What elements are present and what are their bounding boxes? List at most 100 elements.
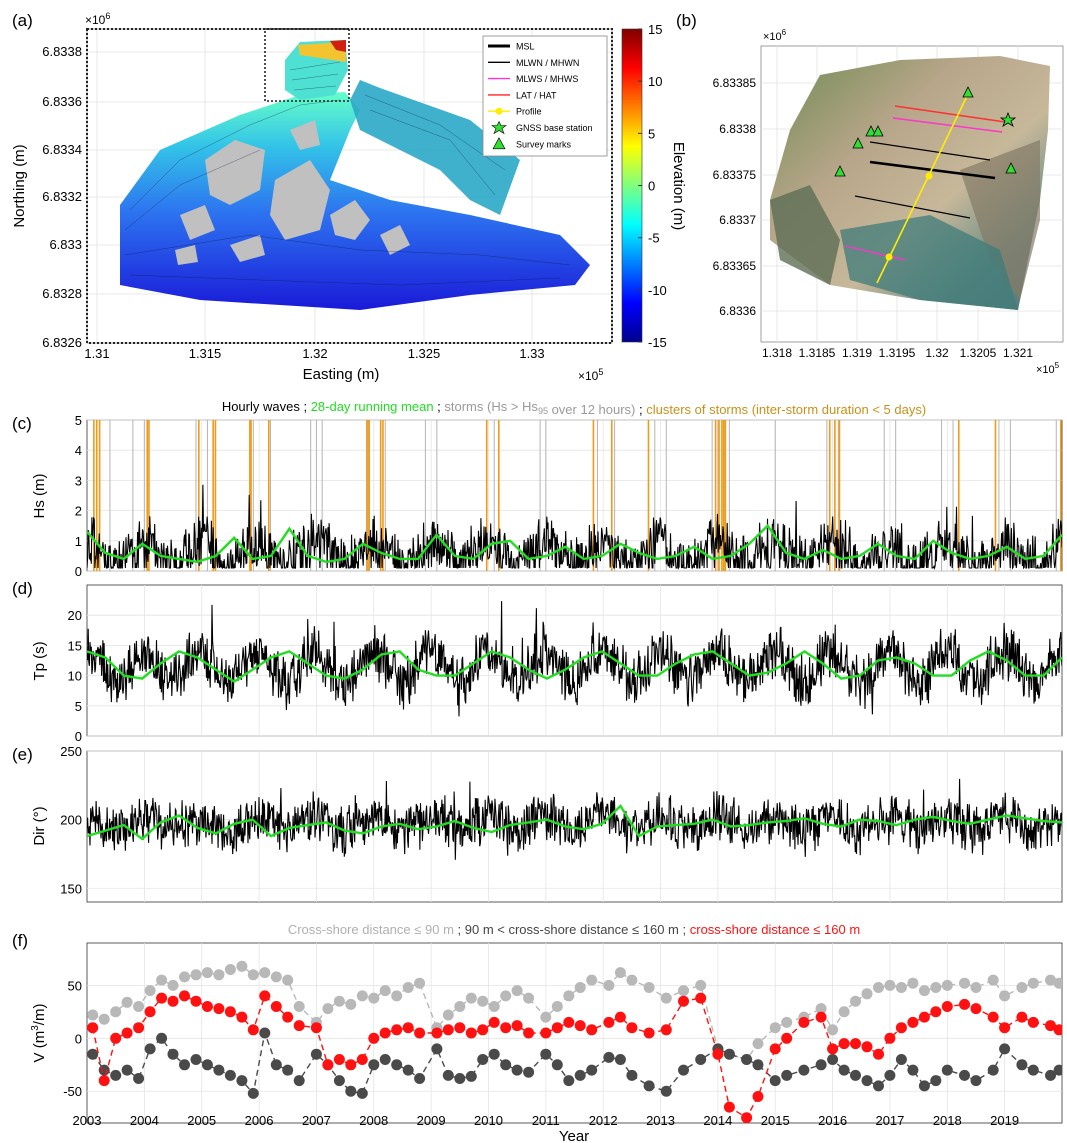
volume-point xyxy=(310,1022,322,1034)
hourly-wave-series xyxy=(87,484,1062,571)
legend-label: Profile xyxy=(516,107,542,117)
panel-b-x-tick: 1.319 xyxy=(842,346,872,360)
volume-point xyxy=(850,1069,861,1081)
y-tick-label: 5 xyxy=(75,699,82,714)
x-tick-label: 2017 xyxy=(875,1113,904,1128)
volume-point xyxy=(930,1006,942,1018)
panel-b-x-tick: 1.3195 xyxy=(879,346,916,360)
volume-point xyxy=(815,1003,827,1015)
panel-d-axes xyxy=(86,584,1063,737)
volume-point xyxy=(98,1064,110,1076)
colorbar-tick-label: 10 xyxy=(648,74,662,89)
volume-point xyxy=(614,967,626,979)
volume-point xyxy=(563,990,575,1002)
volume-point xyxy=(918,1011,930,1023)
volume-point xyxy=(345,1085,357,1097)
volume-point xyxy=(603,1051,615,1063)
volume-point xyxy=(1016,1011,1028,1023)
dem-cliff-top xyxy=(330,40,346,52)
panel-b-y-tick: 6.83385 xyxy=(713,76,757,90)
volume-point xyxy=(769,1043,781,1055)
aerial-rocks-west xyxy=(770,185,840,285)
volume-point xyxy=(884,979,896,991)
volume-point xyxy=(815,1059,827,1071)
volume-point xyxy=(551,1001,563,1012)
volume-point xyxy=(477,1054,489,1065)
y-tick-label: 5 xyxy=(75,413,82,428)
volume-point xyxy=(970,1003,982,1015)
volume-point xyxy=(838,1038,850,1050)
volume-point xyxy=(201,1059,213,1071)
survey-mark-icon xyxy=(865,125,877,137)
volume-point xyxy=(769,1075,781,1087)
panel-b-y-tick: 6.83365 xyxy=(713,259,757,273)
volume-point xyxy=(660,1024,672,1036)
panel-a-x-tick: 1.315 xyxy=(189,346,222,361)
title-run: storms (Hs > Hs xyxy=(444,399,538,414)
panel-a-xlabel: Easting (m) xyxy=(303,366,380,383)
volume-point xyxy=(741,1112,753,1123)
volume-point xyxy=(259,990,271,1002)
panel-f: (f) Cross-shore distance ≤ 90 m ; 90 m <… xyxy=(12,922,1063,1143)
volume-point xyxy=(959,977,970,989)
volume-point xyxy=(523,1027,535,1039)
volume-point xyxy=(815,1011,827,1023)
volume-point xyxy=(660,1085,672,1097)
volume-point xyxy=(999,1022,1011,1034)
survey-mark-icon xyxy=(1005,162,1017,174)
volume-point xyxy=(918,1080,930,1092)
volume-point xyxy=(752,1059,764,1071)
legend-star-icon xyxy=(491,120,507,135)
volume-point xyxy=(987,974,999,986)
legend-label: GNSS base station xyxy=(516,123,593,133)
volume-point xyxy=(133,1022,145,1034)
volume-point xyxy=(179,1059,190,1071)
volume-point xyxy=(511,1020,523,1032)
volume-point xyxy=(414,1073,426,1084)
panel-b-y-tick: 6.83375 xyxy=(713,168,757,182)
title-run: cross-shore distance ≤ 160 m xyxy=(690,922,860,937)
volume-point xyxy=(310,1048,322,1060)
running-mean-series xyxy=(87,523,1062,564)
volume-point xyxy=(190,995,202,1007)
volume-point xyxy=(431,1027,443,1039)
volume-point xyxy=(133,1001,145,1012)
panel-c: (c) Hourly waves ; 28-day running mean ;… xyxy=(12,399,1063,579)
volume-point xyxy=(827,1054,839,1065)
volume-point xyxy=(282,1011,294,1023)
x-tick-label: 2018 xyxy=(933,1113,962,1128)
volume-point xyxy=(999,990,1011,1002)
colorbar-tick-label: -10 xyxy=(648,283,667,298)
x-tick-label: 2014 xyxy=(703,1113,732,1128)
panel-a-y-tick: 6.8338 xyxy=(42,44,82,59)
panel-b-tide-lines xyxy=(844,105,1006,261)
volume-point xyxy=(970,1075,982,1087)
volume-point xyxy=(201,967,213,979)
legend-label: LAT / HAT xyxy=(516,90,557,100)
volume-point xyxy=(712,1048,724,1060)
volume-point xyxy=(167,1048,179,1060)
panel-b-tag: (b) xyxy=(676,11,697,30)
volume-point xyxy=(586,1064,598,1076)
volume-point xyxy=(368,1059,380,1071)
volume-point xyxy=(838,1006,850,1018)
volume-point xyxy=(563,1075,575,1087)
hourly-wave-series xyxy=(87,601,1062,717)
volume-point xyxy=(144,1006,156,1018)
volume-point xyxy=(614,1054,626,1065)
volume-point xyxy=(156,992,168,1004)
volume-point xyxy=(678,995,689,1007)
panel-d-tag: (d) xyxy=(12,579,33,598)
volume-point xyxy=(156,974,168,986)
panel-b-y-exponent: ×106 xyxy=(763,28,787,43)
volume-point xyxy=(224,964,236,975)
legend-label: Survey marks xyxy=(516,139,572,149)
volume-point xyxy=(999,1043,1011,1055)
volume-point xyxy=(500,1022,512,1034)
volume-point xyxy=(133,1073,145,1084)
panel-e-ylabel: Dir (°) xyxy=(31,806,48,845)
volume-point xyxy=(1016,982,1028,993)
panel-b-x-tick: 1.321 xyxy=(1003,346,1033,360)
panel-a-tag: (a) xyxy=(12,11,33,30)
